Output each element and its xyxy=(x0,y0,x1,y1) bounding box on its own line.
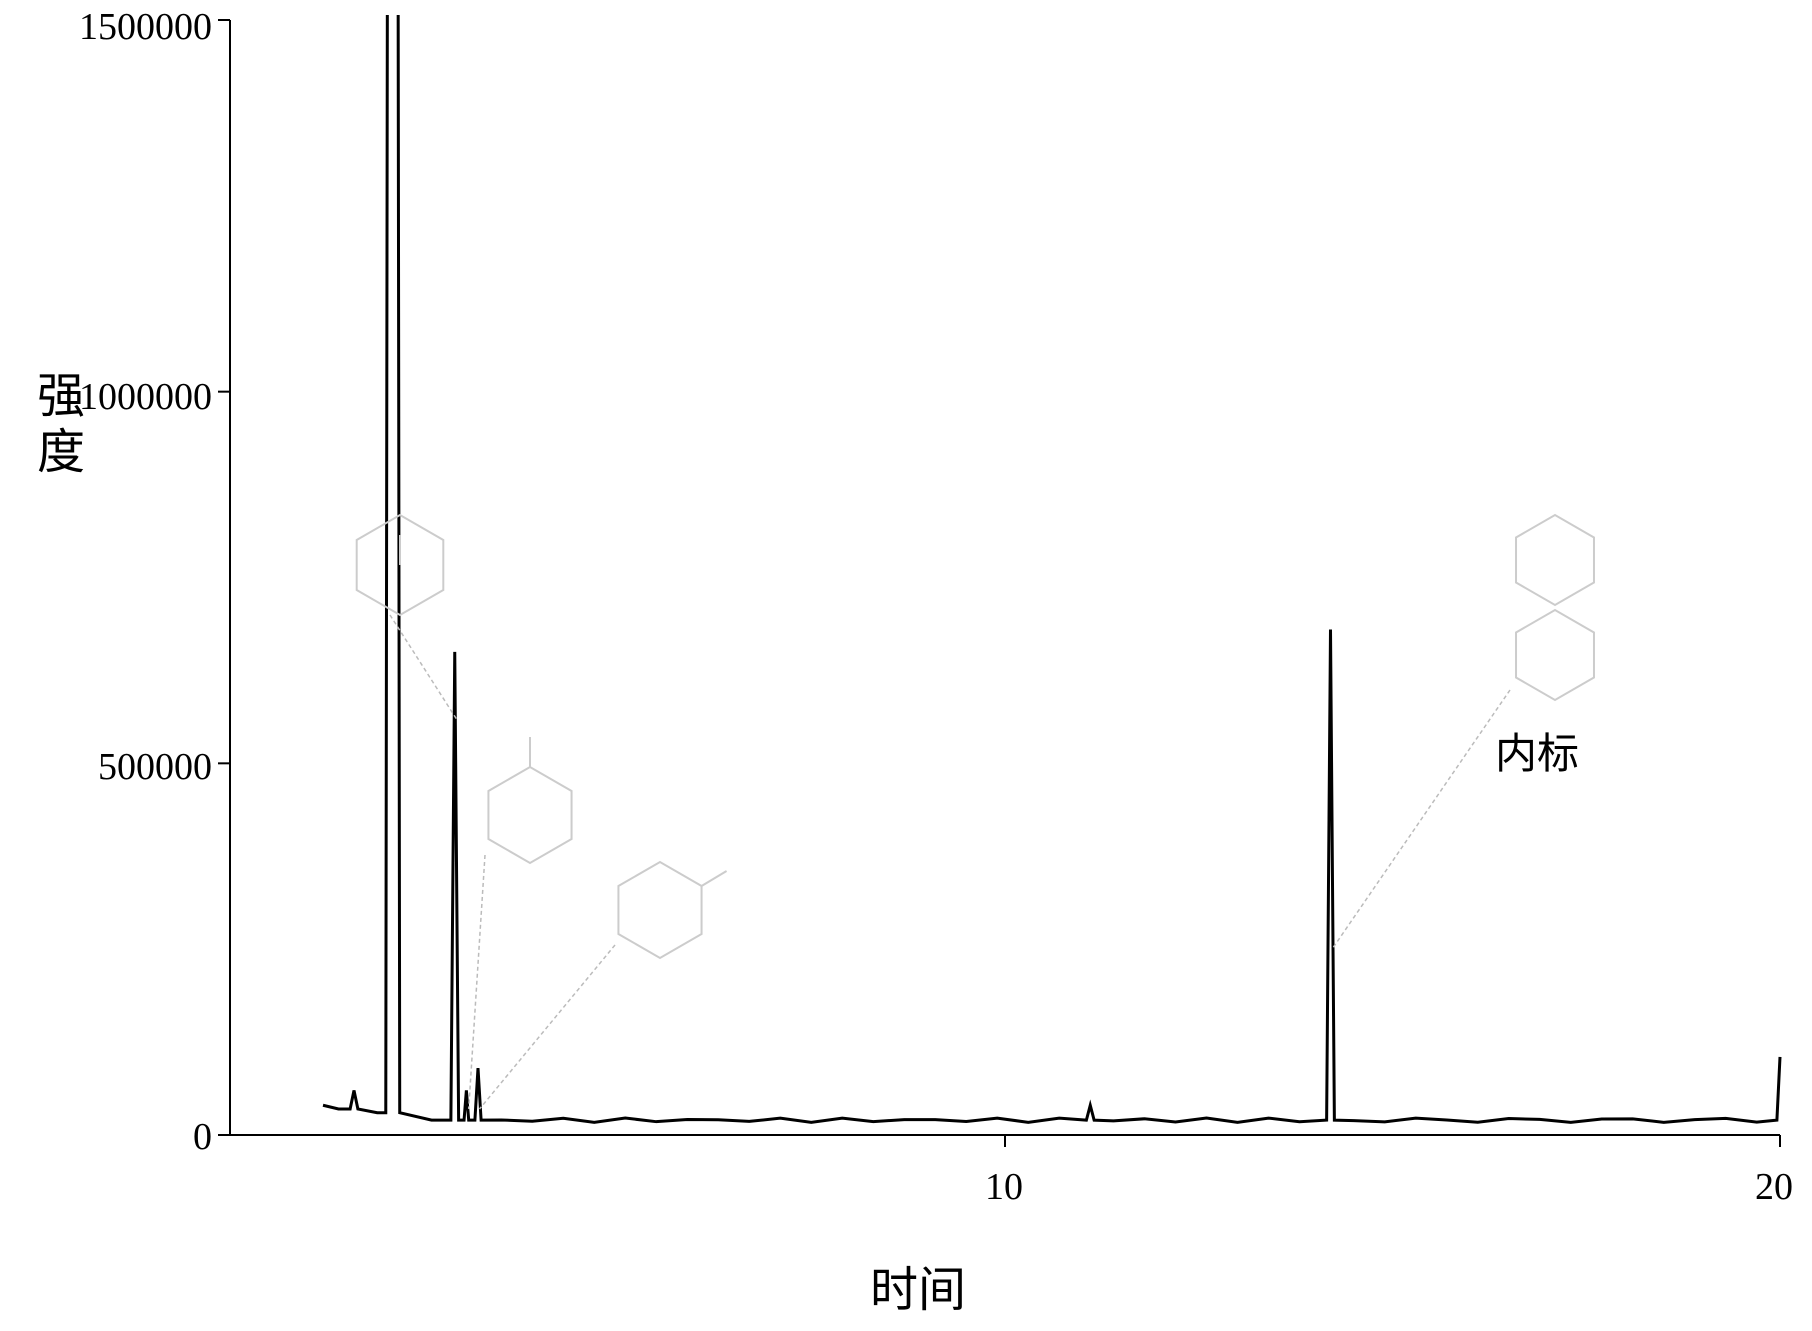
y-axis-label: 强度 xyxy=(20,370,90,482)
y-tick-1000000: 1000000 xyxy=(79,375,212,419)
internal-standard-label: 内标 xyxy=(1495,720,1579,781)
chart-svg xyxy=(0,0,1812,1331)
x-axis-label: 时间 xyxy=(870,1250,966,1320)
x-tick-10: 10 xyxy=(985,1165,1023,1209)
y-tick-1500000: 1500000 xyxy=(79,5,212,49)
y-tick-500000: 500000 xyxy=(98,745,212,789)
chromatogram-chart: 0 500000 1000000 1500000 10 20 强度 时间 内标 xyxy=(0,0,1812,1331)
x-tick-20: 20 xyxy=(1755,1165,1793,1209)
y-tick-0: 0 xyxy=(193,1115,212,1159)
